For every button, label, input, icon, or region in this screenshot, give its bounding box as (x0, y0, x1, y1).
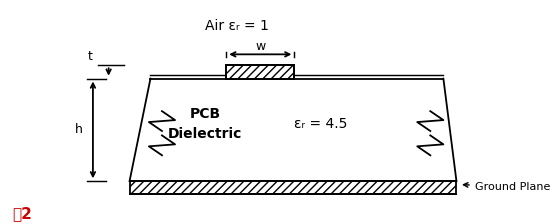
Text: 图2: 图2 (12, 206, 32, 221)
FancyBboxPatch shape (226, 65, 295, 79)
Text: w: w (255, 40, 265, 53)
Text: Ground Plane: Ground Plane (464, 182, 550, 192)
FancyBboxPatch shape (129, 181, 456, 194)
Text: Air εᵣ = 1: Air εᵣ = 1 (205, 19, 269, 33)
Text: t: t (88, 50, 93, 63)
Text: εᵣ = 4.5: εᵣ = 4.5 (294, 117, 347, 131)
Text: h: h (75, 123, 83, 136)
Text: PCB: PCB (190, 107, 221, 121)
Text: Dielectric: Dielectric (168, 127, 242, 141)
